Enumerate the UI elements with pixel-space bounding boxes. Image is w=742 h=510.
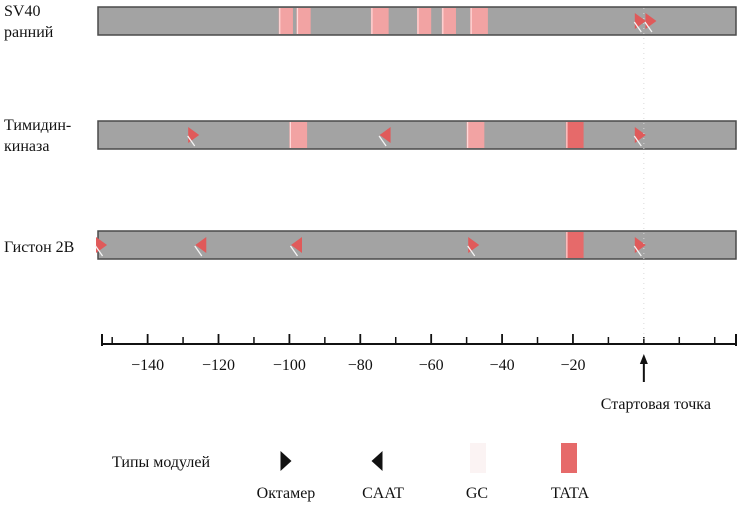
- legend-tata-swatch: [561, 443, 577, 473]
- track-name-label: ранний: [4, 24, 54, 41]
- gc-box: [441, 8, 456, 34]
- promoter-track: [97, 120, 737, 150]
- arrow-highlight: [194, 245, 203, 257]
- axis-tick-label: −100: [273, 357, 306, 374]
- arrow-highlight: [187, 135, 196, 147]
- legend-octamer-icon: [280, 451, 292, 471]
- arrow-highlight: [633, 21, 642, 33]
- octamer-arrow: [634, 127, 646, 143]
- tata-box: [565, 232, 584, 258]
- promoter-track: [97, 6, 737, 36]
- start-arrow-icon: [639, 354, 648, 364]
- octamer-arrow: [96, 237, 108, 253]
- track-name-label: Тимидин-: [4, 117, 72, 134]
- legend: Типы модулей Октамер CAAT GC TATA: [112, 443, 590, 502]
- axis-tick-label: −80: [348, 357, 373, 374]
- gc-box: [466, 122, 485, 148]
- gc-box: [296, 8, 311, 34]
- octamer-arrow: [634, 237, 646, 253]
- track-name-label: киназа: [4, 138, 50, 155]
- arrow-highlight: [633, 135, 642, 147]
- legend-item-label: TATA: [551, 485, 590, 502]
- axis-tick-label: −60: [419, 357, 444, 374]
- arrow-highlight: [633, 245, 642, 257]
- axis-tick-label: −20: [560, 357, 585, 374]
- octamer-arrow: [188, 127, 200, 143]
- octamer-arrow: [645, 13, 657, 29]
- legend-gc-swatch: [470, 443, 486, 473]
- position-axis: −140 −120 −100 −80 −60 −40 −20 Стартовая точка: [101, 8, 737, 413]
- track-name-label: SV40: [4, 3, 41, 20]
- arrow-highlight: [467, 245, 476, 257]
- legend-title: Типы модулей: [112, 454, 210, 471]
- octamer-arrow: [468, 237, 480, 253]
- arrow-highlight: [644, 21, 653, 33]
- axis-tick-label: −120: [202, 357, 235, 374]
- arrow-highlight: [95, 245, 104, 257]
- axis-tick-label: −40: [490, 357, 515, 374]
- caat-arrow: [379, 127, 391, 143]
- legend-item-label: CAAT: [362, 485, 404, 502]
- arrow-highlight: [289, 245, 299, 257]
- gc-box: [289, 122, 308, 148]
- legend-item-label: Октамер: [257, 485, 316, 502]
- caat-arrow: [195, 237, 207, 253]
- arrow-highlight: [378, 135, 387, 147]
- gc-box: [417, 8, 432, 34]
- axis-tick-label: −140: [131, 357, 164, 374]
- track-bar: [97, 120, 737, 150]
- gc-box: [278, 8, 293, 34]
- caat-arrow: [290, 237, 302, 253]
- promoter-track: [95, 230, 737, 260]
- legend-caat-icon: [371, 451, 383, 471]
- tata-box: [565, 122, 584, 148]
- octamer-arrow: [634, 13, 646, 29]
- gc-box: [370, 8, 389, 34]
- gc-box: [470, 8, 488, 34]
- legend-item-label: GC: [466, 485, 488, 502]
- start-point-label: Стартовая точка: [601, 396, 711, 413]
- track-name-label: Гистон 2В: [4, 239, 75, 256]
